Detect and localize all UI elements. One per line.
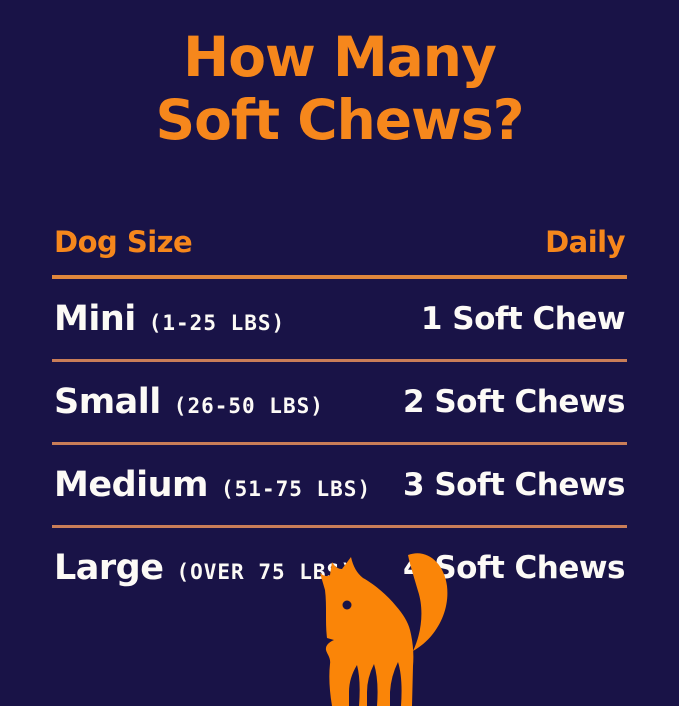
weight-range-label: (26-50 LBS) — [173, 394, 324, 419]
dog-size-label: Medium — [54, 465, 209, 506]
table-row-medium: Medium (51-75 LBS) 3 Soft Chews — [52, 445, 627, 525]
weight-range-label: (1-25 LBS) — [148, 311, 286, 336]
dog-size-cell: Small (26-50 LBS) — [54, 382, 324, 422]
row-divider — [52, 442, 627, 446]
daily-amount-label: 3 Soft Chews — [402, 467, 626, 504]
dog-icon — [320, 553, 448, 706]
row-divider — [52, 525, 627, 529]
dog-size-label: Large — [54, 548, 164, 589]
infographic-background: { "title": { "line1": "How Many", "line2… — [0, 26, 679, 706]
dog-eye — [342, 600, 352, 610]
page-title-line-1: How Many — [183, 25, 497, 89]
table-row-small: Small (26-50 LBS) 2 Soft Chews — [52, 362, 627, 442]
dosage-table: Dog Size Daily Mini (1-25 LBS) 1 Soft Ch… — [52, 213, 627, 608]
row-divider — [52, 359, 627, 363]
daily-amount-label: 1 Soft Chew — [420, 301, 626, 338]
daily-amount-label: 2 Soft Chews — [402, 384, 626, 421]
table-row-mini: Mini (1-25 LBS) 1 Soft Chew — [52, 279, 627, 359]
dog-size-cell: Medium (51-75 LBS) — [54, 465, 371, 505]
dog-size-cell: Mini (1-25 LBS) — [54, 299, 285, 339]
table-row-large: Large (OVER 75 LBS) 4 Soft Chews — [52, 528, 627, 608]
column-header-dog-size: Dog Size — [54, 225, 193, 260]
dog-size-label: Mini — [54, 299, 136, 340]
page-title: How Many Soft Chews? — [0, 26, 679, 151]
page-title-line-2: Soft Chews? — [155, 87, 524, 152]
dog-size-label: Small — [54, 382, 161, 423]
table-header-row: Dog Size Daily — [52, 213, 627, 275]
header-rule — [52, 275, 627, 280]
dog-size-cell: Large (OVER 75 LBS) — [54, 548, 354, 588]
weight-range-label: (51-75 LBS) — [221, 477, 372, 502]
column-header-daily: Daily — [545, 225, 625, 260]
